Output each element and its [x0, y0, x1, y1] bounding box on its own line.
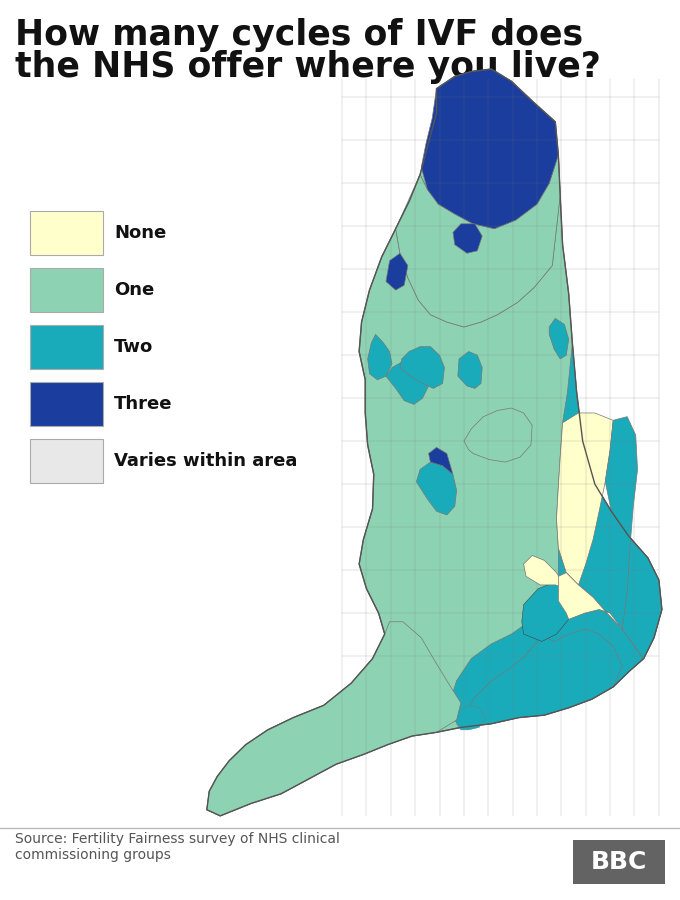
Text: BBC: BBC [591, 850, 647, 874]
Text: One: One [114, 281, 154, 299]
Polygon shape [416, 462, 456, 515]
Polygon shape [549, 319, 568, 359]
Text: Two: Two [114, 338, 153, 356]
Polygon shape [464, 408, 532, 462]
Polygon shape [386, 362, 428, 404]
Bar [30, 268, 103, 312]
Polygon shape [605, 417, 662, 659]
Polygon shape [428, 447, 453, 474]
Text: None: None [114, 224, 166, 242]
Polygon shape [207, 69, 662, 816]
Polygon shape [422, 69, 558, 229]
Polygon shape [396, 155, 560, 327]
Polygon shape [368, 335, 392, 380]
Polygon shape [556, 343, 662, 659]
Polygon shape [556, 413, 613, 585]
Polygon shape [461, 629, 622, 727]
Polygon shape [524, 555, 566, 589]
Polygon shape [447, 548, 644, 727]
Text: How many cycles of IVF does: How many cycles of IVF does [15, 18, 583, 52]
Polygon shape [400, 346, 445, 389]
Polygon shape [207, 622, 461, 816]
Bar [30, 325, 103, 369]
Polygon shape [458, 352, 482, 389]
Bar [30, 382, 103, 426]
Bar [30, 211, 103, 255]
Bar [573, 840, 665, 884]
Polygon shape [396, 155, 560, 327]
Text: Three: Three [114, 395, 173, 413]
Polygon shape [522, 582, 575, 642]
Polygon shape [386, 253, 408, 290]
Text: Source: Fertility Fairness survey of NHS clinical
commissioning groups: Source: Fertility Fairness survey of NHS… [15, 832, 340, 862]
Polygon shape [453, 224, 482, 253]
Polygon shape [558, 572, 622, 629]
Text: the NHS offer where you live?: the NHS offer where you live? [15, 50, 601, 84]
Polygon shape [456, 706, 486, 730]
Text: Varies within area: Varies within area [114, 452, 297, 470]
Bar [30, 439, 103, 483]
